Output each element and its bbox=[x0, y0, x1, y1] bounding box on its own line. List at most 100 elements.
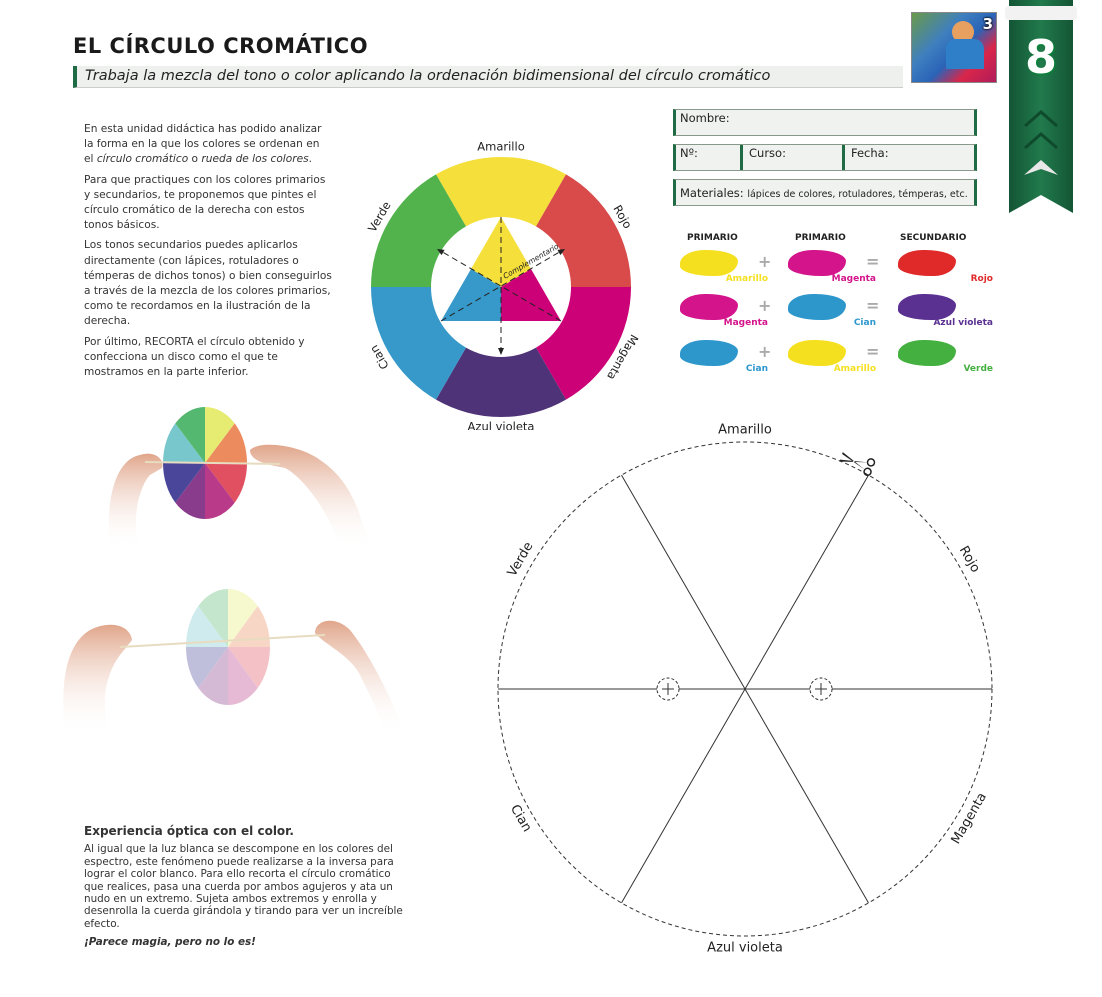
paint-swatch bbox=[898, 340, 956, 366]
string bbox=[119, 634, 326, 648]
spinning-disc-photo-blurred bbox=[63, 589, 405, 735]
arrowhead-icon bbox=[498, 348, 504, 355]
name-field[interactable]: Nombre: bbox=[673, 109, 977, 136]
wheel-segment bbox=[371, 287, 466, 400]
wheel-label: Amarillo bbox=[477, 140, 524, 154]
spinning-disc-photo-color bbox=[108, 407, 370, 550]
disc-segment bbox=[198, 589, 228, 647]
wheel-segment bbox=[536, 174, 631, 287]
course-label: Curso: bbox=[749, 146, 786, 160]
paint-swatch bbox=[680, 250, 738, 276]
number-field[interactable]: Nº: bbox=[680, 146, 698, 160]
paint-label: Verde bbox=[963, 364, 993, 374]
paint-label: Cian bbox=[853, 318, 876, 328]
disc-segment bbox=[228, 647, 258, 705]
wheel-segment bbox=[536, 287, 631, 400]
paint-swatch bbox=[898, 250, 956, 276]
disc-segment bbox=[228, 605, 270, 647]
complementary-arrow bbox=[440, 249, 564, 322]
plus-icon bbox=[815, 683, 827, 695]
wheel-segment bbox=[436, 157, 566, 227]
chevron-up-icon bbox=[1024, 160, 1058, 175]
division-line bbox=[621, 474, 869, 904]
disc-segment bbox=[228, 589, 258, 647]
triangle-segment bbox=[501, 269, 561, 321]
intro-text: En esta unidad didáctica has podido anal… bbox=[84, 122, 332, 385]
wheel-segment bbox=[371, 174, 466, 287]
section-body: Al igual que la luz blanca se descompone… bbox=[84, 843, 403, 930]
materials-value: lápices de colores, rotuladores, témpera… bbox=[747, 189, 968, 200]
blurred-disc bbox=[186, 589, 270, 705]
cutout-label: Rojo bbox=[956, 544, 983, 576]
info-row: Nº: Curso: Fecha: bbox=[673, 144, 977, 171]
paint-swatch bbox=[680, 294, 738, 320]
disc-segment bbox=[205, 463, 247, 503]
intro-paragraph: En esta unidad didáctica has podido anal… bbox=[84, 123, 322, 166]
paint-label: Amarillo bbox=[833, 364, 876, 374]
unit-number: 8 bbox=[1024, 30, 1057, 84]
equals-icon: = bbox=[866, 342, 880, 361]
disc-segment bbox=[186, 647, 228, 689]
cutout-label: Amarillo bbox=[718, 423, 772, 438]
disc-segment bbox=[198, 647, 228, 705]
disc-segment bbox=[205, 463, 235, 519]
complementary-arrow bbox=[438, 249, 562, 322]
triangle-segment bbox=[441, 269, 501, 321]
disc-segment bbox=[205, 407, 235, 463]
plus-icon: + bbox=[758, 342, 772, 361]
materials-label: Materiales: bbox=[680, 186, 744, 200]
painting-thumbnail: 3 bbox=[911, 12, 997, 83]
disc-segment bbox=[205, 423, 247, 463]
section-heading: Experiencia óptica con el color. bbox=[84, 824, 294, 838]
section-closing: ¡Parece magia, pero no lo es! bbox=[84, 936, 256, 949]
disc-segment bbox=[175, 407, 205, 463]
mix-header: PRIMARIO bbox=[795, 233, 846, 243]
disc-segment bbox=[163, 423, 205, 463]
disc-segment bbox=[186, 605, 228, 647]
paint-label: Magenta bbox=[723, 318, 768, 328]
paint-label: Azul violeta bbox=[933, 318, 993, 328]
mix-header: SECUNDARIO bbox=[900, 233, 967, 243]
date-field[interactable]: Fecha: bbox=[842, 145, 895, 170]
paint-label: Cian bbox=[745, 364, 768, 374]
plus-icon: + bbox=[758, 252, 772, 271]
string bbox=[144, 461, 281, 465]
scissors-icon bbox=[839, 452, 876, 477]
arrowhead-icon bbox=[437, 249, 445, 256]
equals-icon: = bbox=[866, 296, 880, 315]
cutout-label: Cian bbox=[507, 802, 534, 835]
disc-segment bbox=[175, 463, 205, 519]
paint-swatch bbox=[788, 294, 846, 320]
wheel-segment bbox=[436, 347, 566, 417]
page-title: EL CÍRCULO CROMÁTICO bbox=[73, 34, 369, 58]
paint-swatch bbox=[788, 340, 846, 366]
chevron-up-icon bbox=[1024, 132, 1058, 150]
ribbon-band bbox=[1005, 6, 1077, 20]
intro-paragraph: Los tonos secundarios puedes aplicarlos … bbox=[84, 239, 332, 328]
equals-icon: = bbox=[866, 252, 880, 271]
wheel-label: Azul violeta bbox=[468, 420, 535, 431]
disc-segment bbox=[228, 647, 270, 689]
color-disc bbox=[163, 407, 247, 519]
paint-label: Amarillo bbox=[725, 274, 768, 284]
plus-icon bbox=[662, 683, 674, 695]
paint-swatch bbox=[788, 250, 846, 276]
mix-header: PRIMARIO bbox=[687, 233, 738, 243]
paint-label: Rojo bbox=[970, 274, 993, 284]
cutout-label: Azul violeta bbox=[707, 941, 783, 956]
materials-box: Materiales: lápices de colores, rotulado… bbox=[673, 179, 977, 206]
course-field[interactable]: Curso: bbox=[740, 145, 792, 170]
disc-segment bbox=[163, 463, 205, 503]
cutout-label: Verde bbox=[505, 540, 537, 580]
unit-ribbon bbox=[1005, 0, 1077, 213]
arrowhead-icon bbox=[557, 249, 565, 256]
chevron-up-icon bbox=[1024, 110, 1058, 128]
thumbnail-number: 3 bbox=[982, 15, 993, 33]
paint-swatch bbox=[680, 340, 738, 366]
plus-icon: + bbox=[758, 296, 772, 315]
date-label: Fecha: bbox=[851, 146, 889, 160]
name-label: Nombre: bbox=[680, 111, 730, 125]
intro-paragraph: Por último, RECORTA el círculo obtenido … bbox=[84, 335, 305, 379]
